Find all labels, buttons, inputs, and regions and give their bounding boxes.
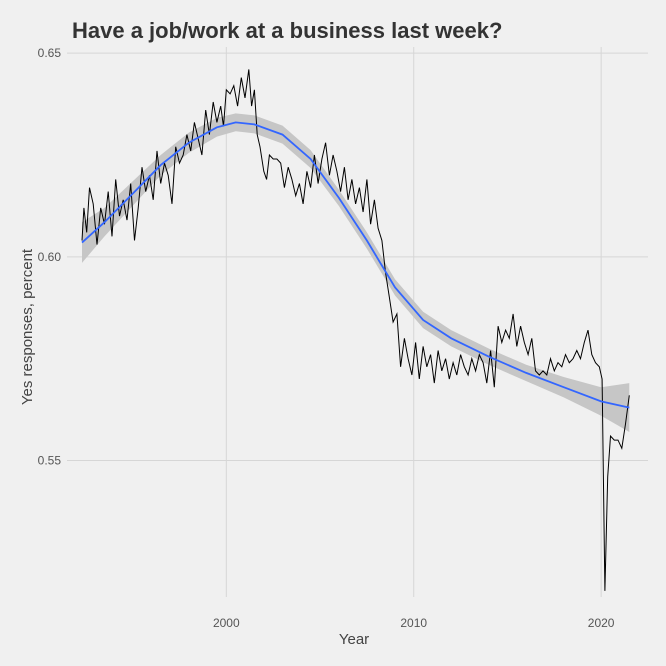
grid (67, 47, 648, 597)
y-tick-labels: 0.55 0.60 0.65 (38, 46, 62, 467)
chart-title: Have a job/work at a business last week? (72, 18, 502, 43)
raw-series-line (81, 69, 630, 591)
x-tick-label: 2010 (400, 616, 427, 630)
y-tick-label: 0.55 (38, 454, 62, 468)
x-tick-labels: 2000 2010 2020 (213, 616, 615, 630)
x-tick-label: 2000 (213, 616, 240, 630)
y-axis-label: Yes responses, percent (19, 248, 36, 405)
x-tick-label: 2020 (588, 616, 615, 630)
y-tick-label: 0.65 (38, 46, 62, 60)
x-axis-label: Year (339, 631, 369, 648)
y-tick-label: 0.60 (38, 250, 62, 264)
smooth-trend-line (81, 121, 630, 409)
confidence-band (82, 113, 630, 433)
